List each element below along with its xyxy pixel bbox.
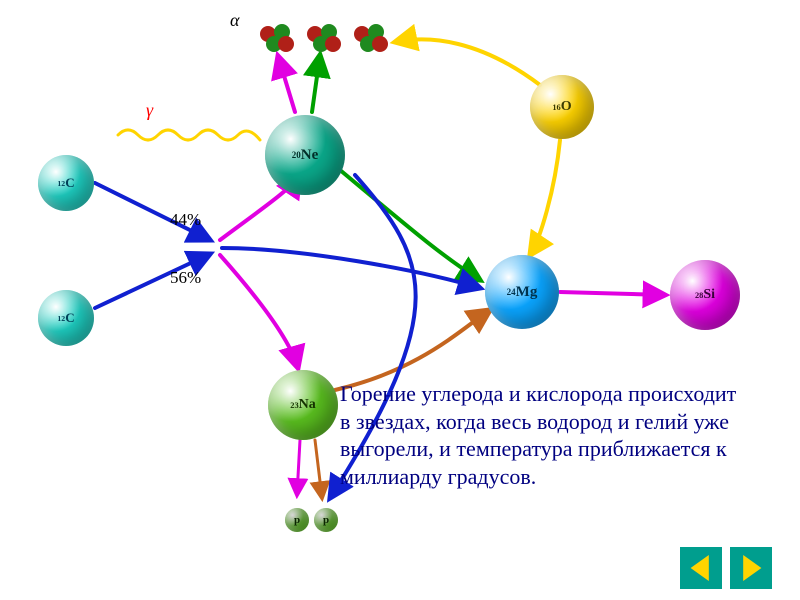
- node-si28: 28Si: [670, 260, 740, 330]
- edge-center-to-na23: [220, 255, 298, 368]
- node-na23: 23Na: [268, 370, 338, 440]
- edge-na23-to-p-2: [315, 440, 322, 498]
- alpha-cluster-3: [350, 22, 390, 59]
- prev-button[interactable]: [680, 547, 722, 589]
- next-button[interactable]: [730, 547, 772, 589]
- node-ne20: 20Ne: [265, 115, 345, 195]
- edge-center-mid-blue: [222, 248, 480, 288]
- alpha-cluster-2: [303, 22, 343, 59]
- edge-mg24-to-si28: [560, 292, 665, 295]
- edge-gamma-wave: [118, 130, 260, 140]
- edge-na23-to-p-1: [297, 440, 300, 495]
- node-mg24: 24Mg: [485, 255, 559, 329]
- edge-ne20-to-alpha-1: [278, 56, 295, 112]
- alpha-cluster-1: [256, 22, 296, 59]
- label-alpha: α: [230, 10, 239, 31]
- node-c12b: 12C: [38, 290, 94, 346]
- edge-ne20-to-mg24: [340, 170, 480, 280]
- edge-ne20-to-alpha-2: [312, 55, 320, 112]
- edge-o16-to-alpha: [395, 39, 540, 85]
- node-c12a: 12C: [38, 155, 94, 211]
- label-pct44: 44%: [170, 210, 201, 230]
- edge-o16-to-mg24: [530, 140, 560, 255]
- caption-text: Горение углерода и кислорода происходит …: [340, 380, 740, 490]
- label-gamma: γ: [146, 100, 153, 121]
- node-o16: 16O: [530, 75, 594, 139]
- node-p2: p: [314, 508, 338, 532]
- edge-na23-to-mg24: [335, 310, 490, 390]
- node-p1: p: [285, 508, 309, 532]
- label-pct56: 56%: [170, 268, 201, 288]
